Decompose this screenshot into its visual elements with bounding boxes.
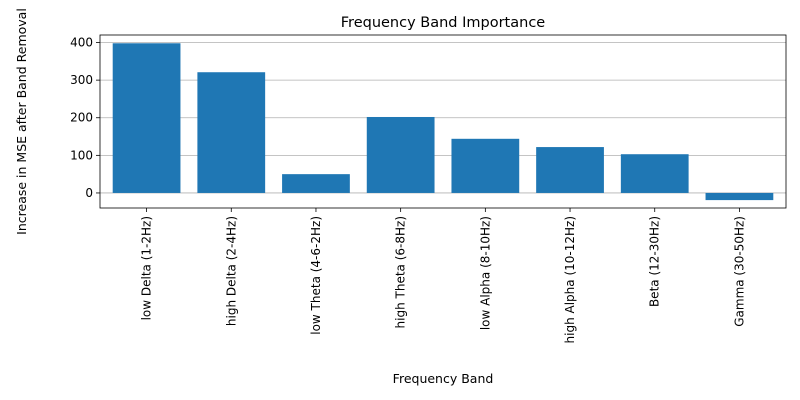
x-tick-label: high Theta (6-8Hz) [394,216,408,328]
bars [112,43,774,201]
x-tick-label: low Alpha (8-10Hz) [478,216,492,330]
x-tick-label: high Alpha (10-12Hz) [563,216,577,343]
bar [112,43,181,193]
x-axis-ticks: low Delta (1-2Hz) high Delta (2-4Hz) low T… [140,208,746,343]
x-tick-label: high Delta (2-4Hz) [224,216,238,326]
bar [366,116,435,193]
y-tick-label: 300 [70,73,93,87]
x-tick-label: Gamma (30-50Hz) [732,216,746,327]
x-tick-label: low Delta (1-2Hz) [140,216,154,320]
plot-frame [99,34,787,209]
y-tick-label: 400 [70,36,93,50]
bar [620,154,689,193]
x-axis-label: Frequency Band [393,371,494,386]
chart-title: Frequency Band Importance [341,15,546,31]
y-tick-label: 100 [70,148,93,162]
y-tick-label: 200 [70,111,93,125]
y-axis-label: Increase in MSE after Band Removal [14,8,29,235]
bar [536,147,604,193]
bar [197,72,266,193]
x-tick-label: low Theta (4-6-2Hz) [309,216,323,335]
y-tick-label: 0 [85,186,93,200]
x-tick-label: Beta (12-30Hz) [648,216,662,307]
bar [451,138,520,193]
bar [705,192,774,201]
axes-frame [99,34,787,209]
y-axis-ticks: 0 100 200 300 400 [70,36,100,200]
bar [282,174,350,193]
